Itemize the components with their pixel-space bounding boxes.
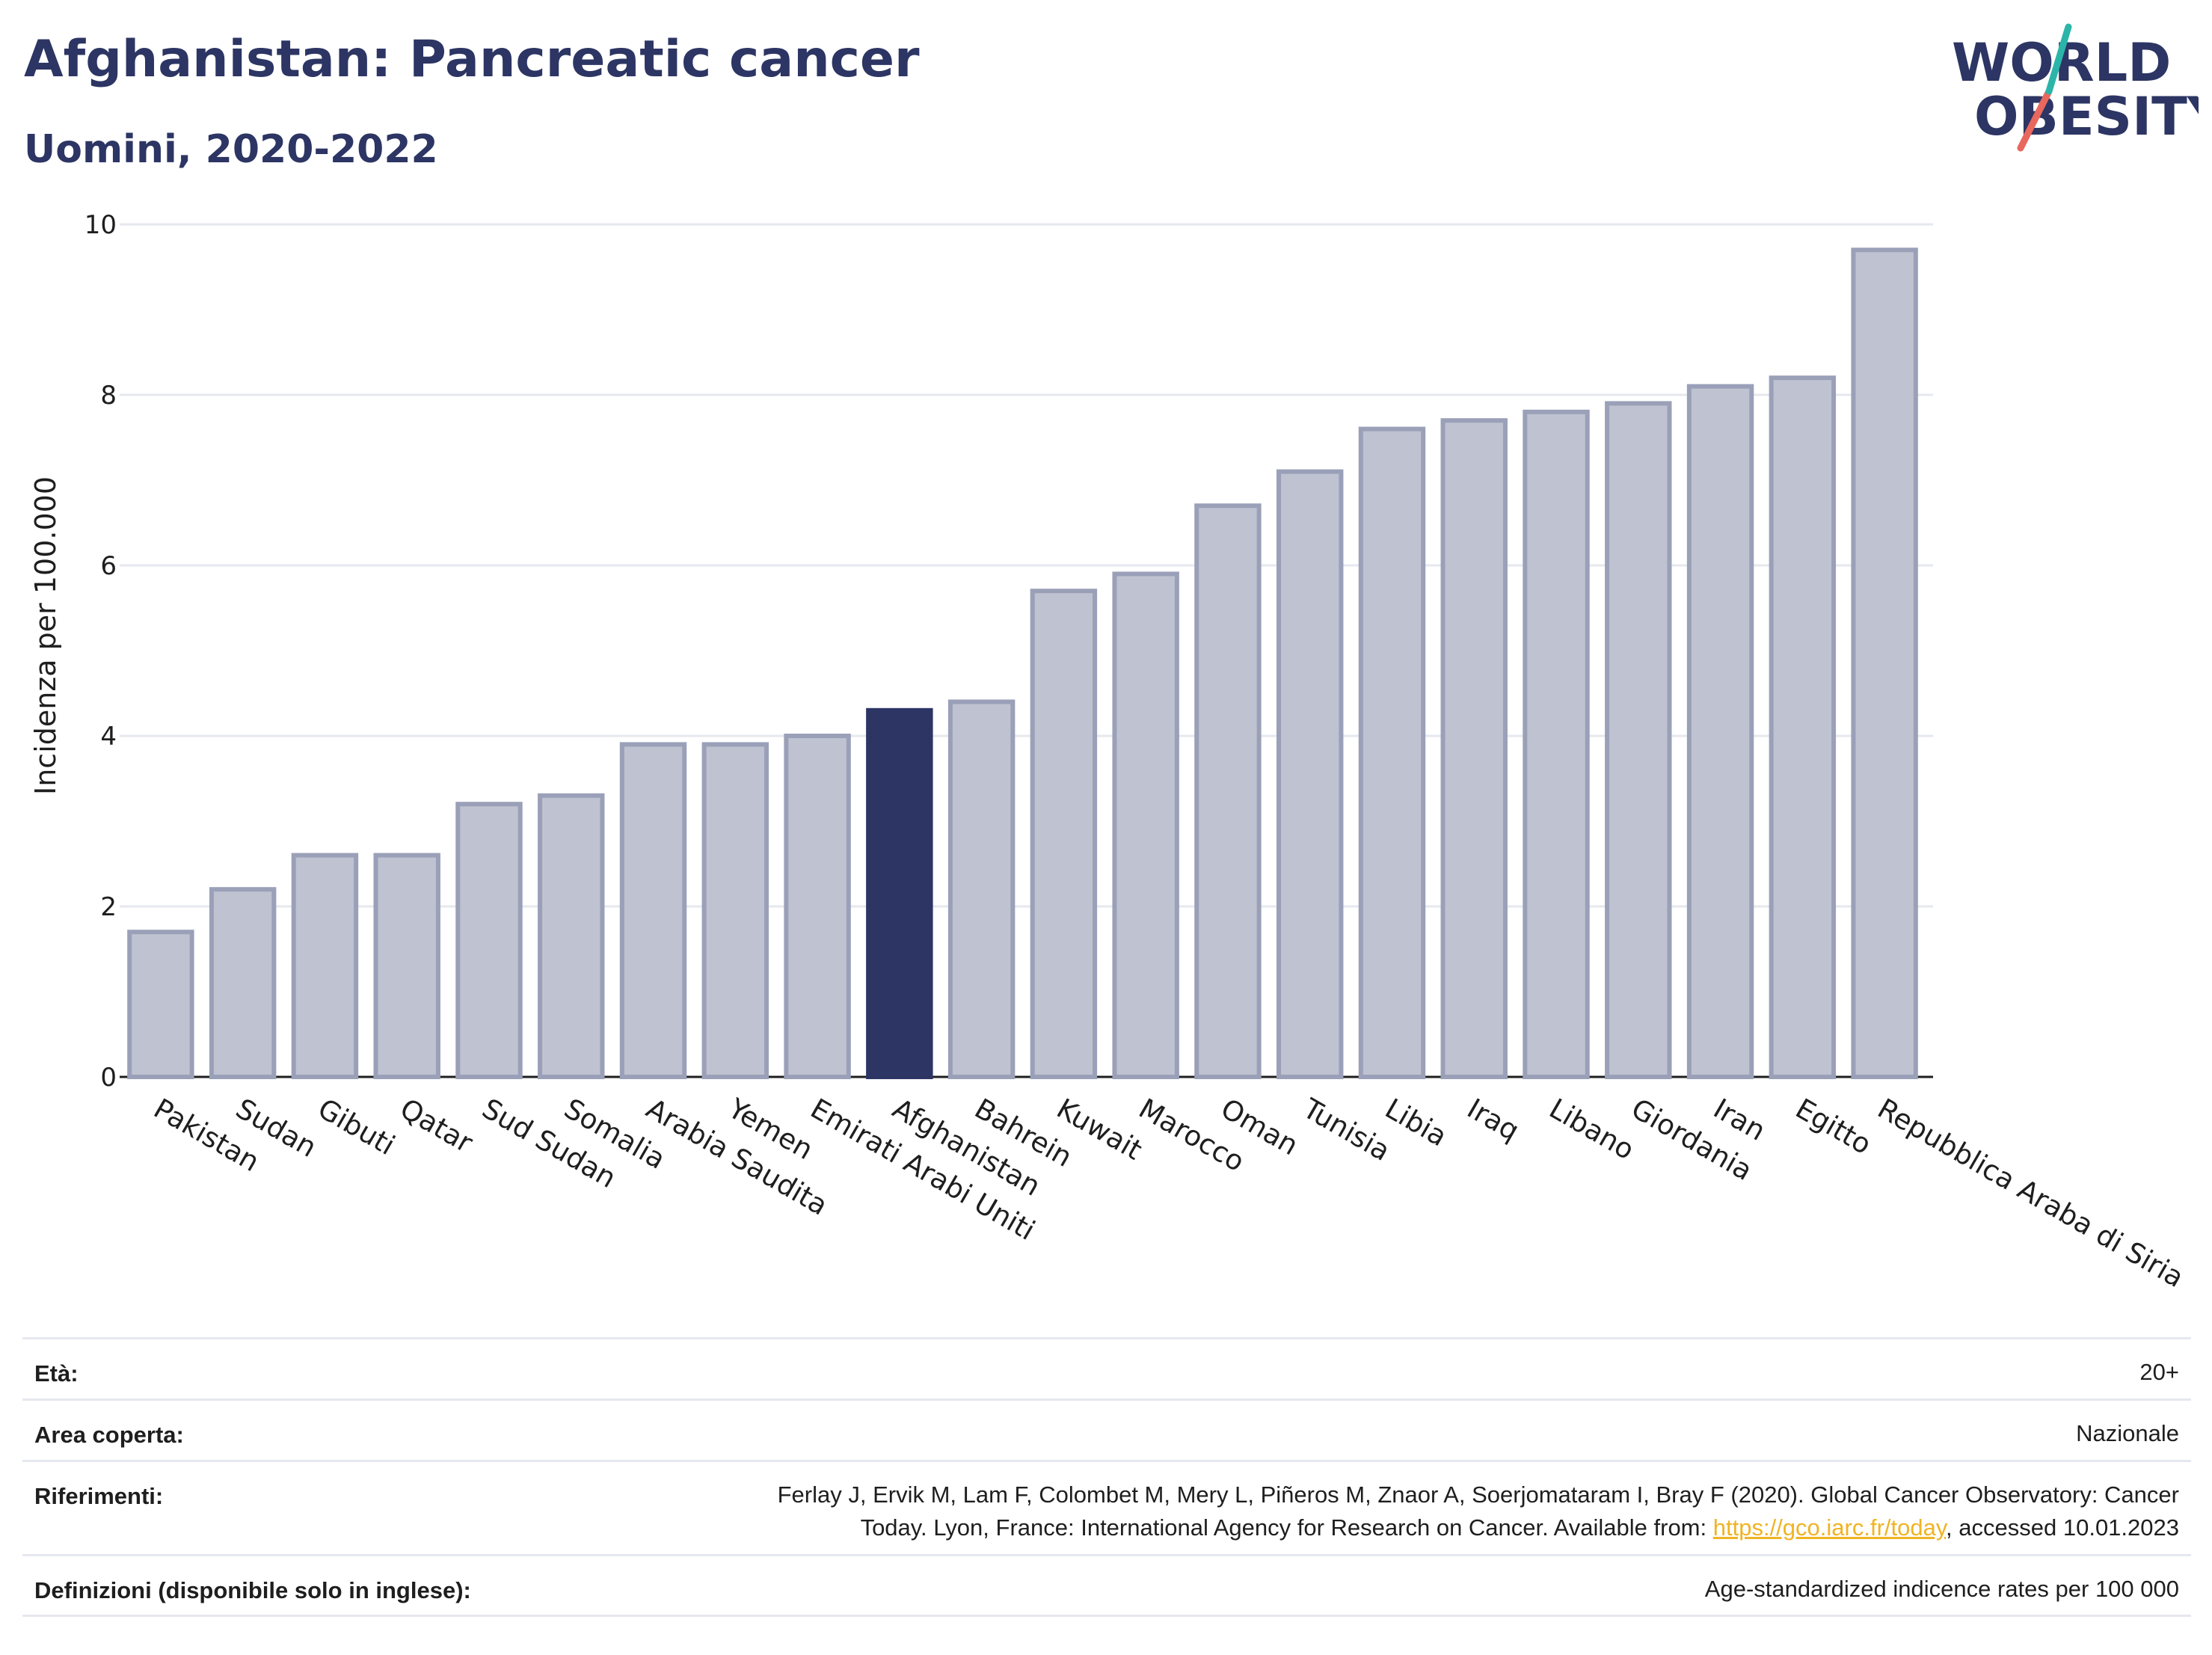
bar [947,699,1016,1080]
meta-label-area: Area coperta: [34,1422,184,1448]
bar [291,853,359,1079]
meta-label-definitions: Definizioni (disponibile solo in inglese… [34,1577,471,1603]
logo-slash-teal [2045,23,2072,95]
x-tick-label: Gibuti [313,1093,400,1162]
y-tick-label: 2 [100,892,117,922]
bar [1112,571,1179,1079]
bar [373,853,440,1079]
meta-value-references: Ferlay J, Ervik M, Lam F, Colombet M, Me… [778,1479,2179,1544]
y-tick-label: 8 [100,381,117,411]
y-tick-label: 4 [100,722,117,752]
x-tick-label: Egitto [1790,1093,1877,1161]
reference-line1: Ferlay J, Ervik M, Lam F, Colombet M, Me… [777,1481,2179,1508]
x-tick-label: Iraq [1462,1093,1525,1147]
reference-line2-post: , accessed 10.01.2023 [1946,1514,2179,1541]
meta-label-age: Età: [34,1360,79,1387]
bar [1686,384,1754,1079]
x-tick-label: Tunisia [1297,1092,1395,1167]
bar [1358,426,1426,1079]
bar [701,742,769,1080]
bars-group [127,248,1918,1080]
bar [1523,409,1590,1079]
bar [1276,469,1344,1079]
meta-label-references: Riferimenti: [34,1483,164,1509]
bar [127,930,194,1079]
bar [1769,375,1837,1079]
bar [538,793,605,1080]
bar [1194,503,1262,1079]
bar-highlighted [866,707,933,1079]
reference-line2-pre: Today. Lyon, France: International Agenc… [860,1514,1713,1541]
meta-row-age: Età: 20+ [22,1337,2191,1398]
metadata-table: Età: 20+ Area coperta: Nazionale Riferim… [22,1337,2191,1617]
meta-row-area: Area coperta: Nazionale [22,1398,2191,1460]
world-obesity-logo: WORLD OBESITY [1952,22,2212,157]
meta-value-definitions: Age-standardized indicence rates per 100… [1704,1576,2179,1602]
y-tick-label: 0 [100,1063,117,1093]
y-axis-label: Incidenza per 100.000 [29,476,62,795]
x-tick-label: Qatar [395,1093,479,1160]
bar [455,802,523,1079]
bar [1851,248,1918,1080]
x-tick-label: Libano [1544,1093,1640,1167]
logo-line2: OBESITY [1974,86,2199,147]
logo-graphic: WORLD OBESITY [1952,23,2212,152]
meta-row-references: Riferimenti: Ferlay J, Ervik M, Lam F, C… [22,1460,2191,1554]
chart-title: Afghanistan: Pancreatic cancer [24,30,920,89]
bar [619,742,687,1080]
meta-row-definitions: Definizioni (disponibile solo in inglese… [22,1554,2191,1617]
chart-subtitle: Uomini, 2020-2022 [24,127,438,172]
y-tick-label: 10 [85,210,117,240]
bar [1605,401,1672,1079]
meta-value-age: 20+ [2139,1359,2179,1385]
x-tick-label: Repubblica Araba di Siria [1872,1093,2190,1295]
meta-value-area: Nazionale [2076,1420,2179,1446]
bar [1030,589,1098,1079]
y-tick-label: 6 [100,551,117,581]
bar [209,887,277,1079]
bar [1440,418,1508,1079]
logo-slash-red [2017,87,2053,152]
y-tick-labels: 0 2 4 6 8 10 [85,210,117,1093]
reference-link[interactable]: https://gco.iarc.fr/today [1712,1514,1947,1541]
bar [784,734,851,1079]
